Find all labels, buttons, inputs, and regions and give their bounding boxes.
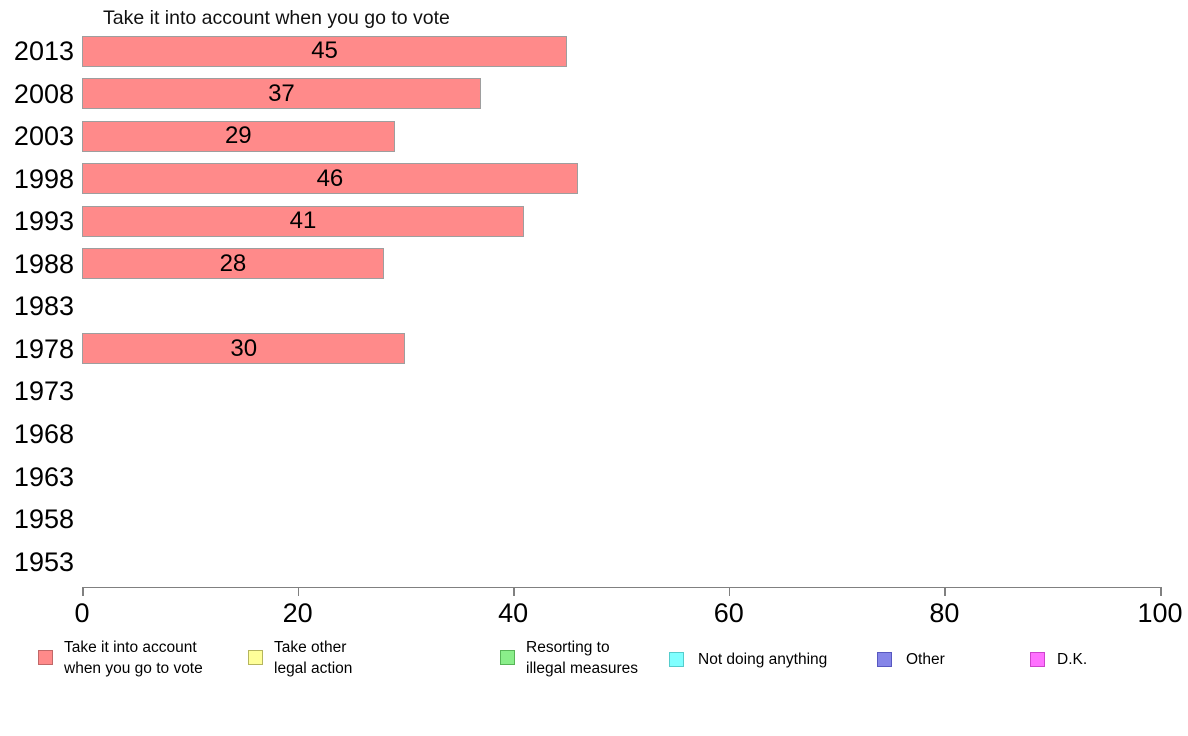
y-axis-label-2003: 2003	[13, 121, 74, 152]
x-axis-line	[82, 587, 1160, 588]
bar-value-label-1988: 28	[219, 249, 247, 277]
legend-label-dk: D.K.	[1057, 649, 1087, 670]
y-axis-label-1953: 1953	[13, 546, 74, 577]
x-axis-tick-label-0: 0	[74, 598, 90, 628]
x-axis-tick-label-60: 60	[713, 598, 744, 628]
x-axis-tick-40	[513, 587, 515, 596]
x-axis-tick-label-80: 80	[929, 598, 960, 628]
bar-2013: 45	[82, 35, 568, 67]
legend-label-line: illegal measures	[526, 660, 638, 677]
bar-1978: 30	[82, 333, 406, 365]
y-axis-label-1973: 1973	[13, 376, 74, 407]
bar-value-label-2013: 45	[311, 37, 338, 64]
x-axis-tick-100	[1160, 587, 1162, 596]
x-axis-tick-0	[82, 587, 84, 596]
y-axis-label-2013: 2013	[13, 36, 74, 66]
legend-swatch-take-other-legal-action	[248, 650, 263, 665]
y-axis-label-1958: 1958	[13, 504, 74, 535]
y-axis-label-1983: 1983	[13, 291, 74, 322]
y-axis-label-2008: 2008	[13, 78, 74, 109]
legend-label-line: Other	[906, 651, 945, 668]
legend-label-take-other-legal-action: Take other legal action	[274, 637, 352, 679]
x-axis-tick-label-100: 100	[1137, 598, 1183, 628]
bar-value-label-1978: 30	[230, 334, 258, 362]
y-axis-label-1988: 1988	[13, 248, 74, 279]
legend-label-line: legal action	[274, 660, 353, 677]
y-axis-label-1968: 1968	[13, 418, 74, 449]
legend-label-line: Not doing anything	[698, 651, 828, 668]
legend-swatch-other	[877, 652, 892, 667]
x-axis-tick-label-20: 20	[282, 598, 313, 628]
legend-swatch-dk	[1030, 652, 1045, 667]
bar-value-label-1993: 41	[289, 207, 317, 235]
legend-label-line: Take it into account	[64, 639, 197, 656]
x-axis-tick-80	[944, 587, 946, 596]
legend-label-resorting-illegal-measures: Resorting to illegal measures	[526, 637, 638, 679]
bar-1988: 28	[82, 248, 384, 280]
bar-value-label-1998: 46	[316, 164, 344, 192]
bar-2003: 29	[82, 120, 395, 152]
legend-label-line: when you go to vote	[64, 660, 203, 677]
x-axis-tick-60	[728, 587, 731, 596]
legend-swatch-not-doing-anything	[669, 652, 684, 667]
legend-swatch-take-into-account	[38, 650, 53, 665]
legend-label-other: Other	[906, 649, 945, 670]
x-axis-tick-label-40: 40	[498, 598, 529, 628]
bar-value-label-2003: 29	[224, 122, 252, 150]
bar-1993: 41	[82, 205, 524, 237]
bar-1998: 46	[82, 163, 578, 195]
legend-swatch-resorting-illegal-measures	[500, 650, 515, 665]
x-axis-tick-20	[297, 587, 300, 596]
y-axis-label-1993: 1993	[13, 206, 74, 237]
y-axis-label-1978: 1978	[13, 333, 74, 364]
y-axis-label-1963: 1963	[13, 461, 74, 492]
bar-2008: 37	[82, 78, 481, 110]
chart-title: Take it into account when you go to vote	[103, 7, 450, 29]
plot-area: 2013 45 2008 37 2003 29 1998 46 1993 41 1988 28 1983…	[13, 35, 1183, 628]
bar-value-label-2008: 37	[268, 79, 295, 107]
y-axis-label-1998: 1998	[13, 163, 74, 194]
legend-label-line: D.K.	[1057, 651, 1088, 668]
legend-label-take-into-account: Take it into account when you go to vote	[64, 637, 203, 679]
legend-label-line: Take other	[274, 639, 347, 656]
legend-label-not-doing-anything: Not doing anything	[698, 649, 827, 670]
legend-label-line: Resorting to	[526, 639, 610, 656]
